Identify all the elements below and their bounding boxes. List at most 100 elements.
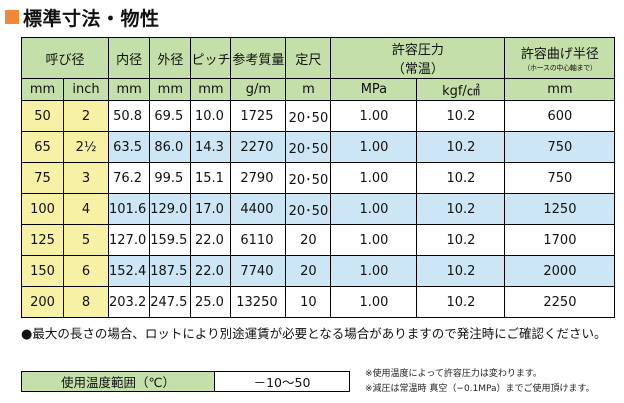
unit-kgf: kgf/㎠: [416, 78, 506, 101]
header-radius-sub: （ホースの中心軸まで）: [523, 64, 597, 72]
cell-pitch: 25.0: [190, 286, 232, 318]
cell-weight: 2790: [230, 162, 287, 194]
cell-inner: 203.2: [107, 286, 151, 318]
cell-weight: 1725: [230, 100, 287, 132]
cell-inch: 2½: [63, 131, 109, 163]
table-row: 50 2 50.8 69.5 10.0 1725 20･50 1.00 10.2 600: [21, 100, 616, 132]
cell-kgf: 10.2: [416, 131, 506, 163]
cell-weight: 13250: [230, 286, 287, 318]
cell-mpa: 1.00: [330, 255, 418, 287]
temperature-table: 使用温度範囲（℃） －10～50: [21, 371, 350, 392]
header-outer: 外径: [149, 37, 192, 79]
header-radius-label: 許容曲げ半径: [520, 47, 599, 62]
cell-kgf: 10.2: [416, 162, 506, 194]
note-bullet: ●: [21, 327, 33, 342]
cell-pitch: 14.3: [190, 131, 232, 163]
note-text: 最大の長さの場合、ロットにより別途運賃が必要となる場合がありますので発注時にご確…: [32, 326, 607, 341]
temperature-value: －10～50: [214, 371, 350, 392]
unit-radius: mm: [504, 78, 616, 101]
cell-length: 20: [285, 224, 332, 256]
header-pressure-sub: （常温）: [391, 62, 444, 77]
cell-inner: 152.4: [107, 255, 151, 287]
cell-length: 20: [285, 255, 332, 287]
cell-inner: 76.2: [107, 162, 151, 194]
unit-pitch: mm: [190, 78, 232, 101]
unit-mpa: MPa: [330, 78, 418, 101]
cell-inch: 8: [63, 286, 109, 318]
cell-radius: 1250: [504, 193, 616, 225]
cell-weight: 7740: [230, 255, 287, 287]
page-title-block: 標準寸法・物性: [5, 2, 160, 32]
unit-mm: mm: [21, 78, 64, 101]
cell-weight: 6110: [230, 224, 287, 256]
header-inner: 内径: [107, 37, 151, 79]
page-title: 標準寸法・物性: [23, 7, 160, 30]
cell-inch: 4: [63, 193, 109, 225]
unit-length: m: [285, 78, 332, 101]
spec-table-body: 50 2 50.8 69.5 10.0 1725 20･50 1.00 10.2 600 65 2½ 6…: [21, 100, 616, 318]
cell-inner: 63.5: [107, 131, 151, 163]
cell-pitch: 17.0: [190, 193, 232, 225]
cell-mpa: 1.00: [330, 193, 418, 225]
cell-inch: 6: [63, 255, 109, 287]
table-row: 125 5 127.0 159.5 22.0 6110 20 1.00 10.2 1700: [21, 224, 616, 256]
cell-length: 20･50: [285, 162, 332, 194]
header-pressure: 許容圧力 （常温）: [330, 37, 506, 79]
cell-outer: 86.0: [149, 131, 192, 163]
cell-length: 20･50: [285, 193, 332, 225]
cell-length: 20･50: [285, 131, 332, 163]
cell-mpa: 1.00: [330, 286, 418, 318]
cell-outer: 159.5: [149, 224, 192, 256]
cell-length: 20･50: [285, 100, 332, 132]
cell-outer: 99.5: [149, 162, 192, 194]
cell-weight: 2270: [230, 131, 287, 163]
cell-length: 10: [285, 286, 332, 318]
cell-pitch: 10.0: [190, 100, 232, 132]
cell-outer: 247.5: [149, 286, 192, 318]
cell-mpa: 1.00: [330, 162, 418, 194]
unit-weight: g/m: [230, 78, 287, 101]
cell-pitch: 22.0: [190, 255, 232, 287]
cell-radius: 1700: [504, 224, 616, 256]
cell-inner: 127.0: [107, 224, 151, 256]
table-row: 65 2½ 63.5 86.0 14.3 2270 20･50 1.00 10.2 750: [21, 131, 616, 163]
cell-outer: 129.0: [149, 193, 192, 225]
header-nominal: 呼び径: [21, 37, 109, 79]
cell-mm: 150: [21, 255, 64, 287]
cell-mm: 200: [21, 286, 64, 318]
cell-kgf: 10.2: [416, 286, 506, 318]
cell-outer: 187.5: [149, 255, 192, 287]
footnote-vacuum: ※減圧は常温時 真空（−0.1MPa）までご使用頂けます。: [365, 384, 595, 394]
cell-mpa: 1.00: [330, 224, 418, 256]
cell-mm: 75: [21, 162, 64, 194]
cell-weight: 4400: [230, 193, 287, 225]
header-radius: 許容曲げ半径 （ホースの中心軸まで）: [504, 37, 616, 79]
cell-inch: 5: [63, 224, 109, 256]
unit-inch: inch: [63, 78, 109, 101]
table-row: 100 4 101.6 129.0 17.0 4400 20･50 1.00 10.2 1250: [21, 193, 616, 225]
cell-inch: 3: [63, 162, 109, 194]
cell-mm: 125: [21, 224, 64, 256]
cell-radius: 750: [504, 162, 616, 194]
cell-mm: 100: [21, 193, 64, 225]
cell-inch: 2: [63, 100, 109, 132]
cell-mpa: 1.00: [330, 131, 418, 163]
cell-kgf: 10.2: [416, 193, 506, 225]
cell-radius: 750: [504, 131, 616, 163]
cell-mm: 65: [21, 131, 64, 163]
title-square-marker: [5, 10, 19, 24]
header-length: 定尺: [285, 37, 332, 79]
spec-table: 呼び径 内径 外径 ピッチ 参考質量 定尺 許容圧力 （常温） 許容曲げ半径 （…: [21, 37, 616, 318]
cell-pitch: 22.0: [190, 224, 232, 256]
cell-radius: 2000: [504, 255, 616, 287]
cell-radius: 2250: [504, 286, 616, 318]
cell-kgf: 10.2: [416, 100, 506, 132]
cell-pitch: 15.1: [190, 162, 232, 194]
cell-inner: 50.8: [107, 100, 151, 132]
temperature-label: 使用温度範囲（℃）: [21, 371, 215, 392]
footnote-pressure: ※使用温度によって許容圧力は変わります。: [365, 369, 542, 379]
table-row: 75 3 76.2 99.5 15.1 2790 20･50 1.00 10.2 750: [21, 162, 616, 194]
cell-kgf: 10.2: [416, 224, 506, 256]
shipping-note: ●最大の長さの場合、ロットにより別途運賃が必要となる場合がありますので発注時にご…: [21, 325, 616, 343]
header-weight: 参考質量: [230, 37, 287, 79]
